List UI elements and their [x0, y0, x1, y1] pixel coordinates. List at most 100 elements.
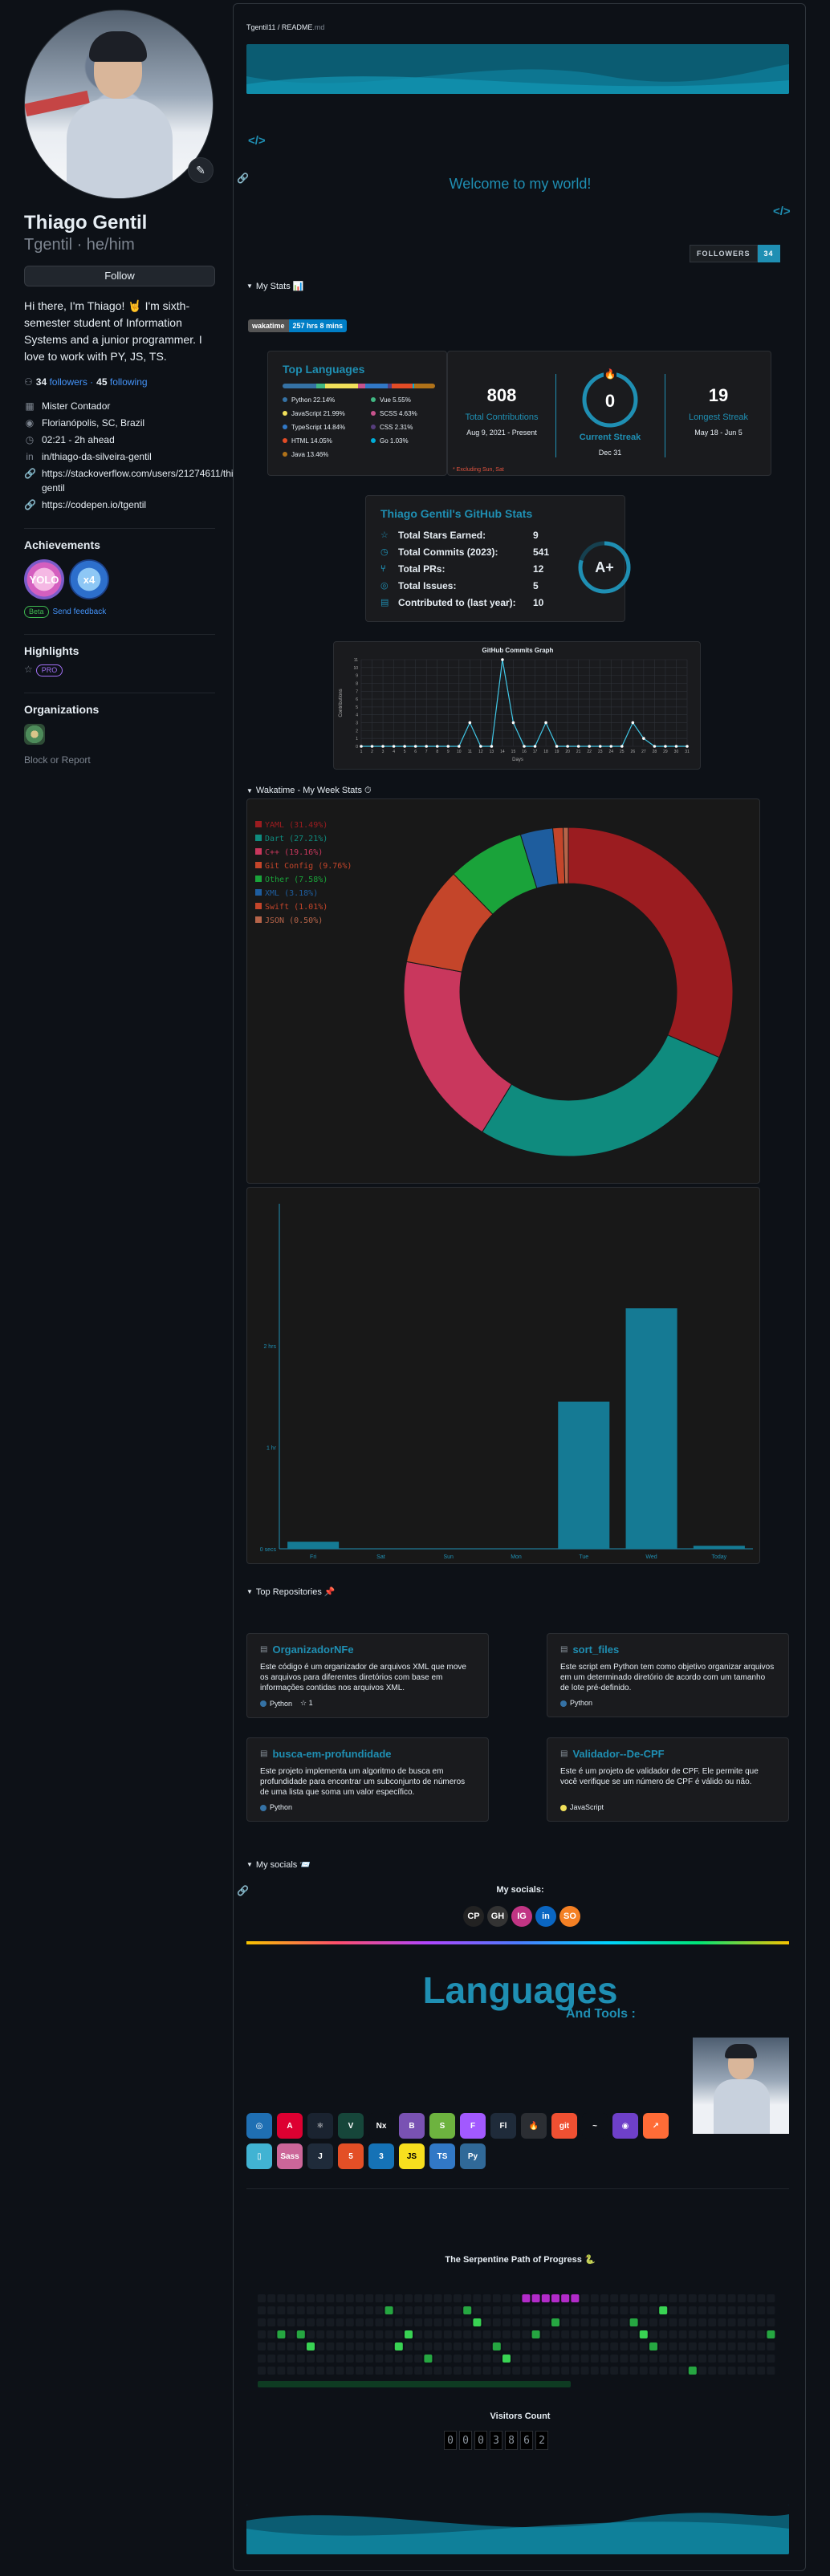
- donut-legend: YAML (31.49%) Dart (27.21%) C++ (19.16%) Gi…: [255, 819, 352, 928]
- contribution-cell: [669, 2294, 677, 2302]
- contribution-cell: [600, 2367, 608, 2375]
- achievement-yolo-badge[interactable]: YOLO: [24, 559, 64, 599]
- progress-track: [258, 2381, 571, 2387]
- set-status-icon[interactable]: ✎: [188, 157, 214, 183]
- y-tick-label: 11: [354, 658, 358, 663]
- social-link-icon[interactable]: SO: [559, 1906, 580, 1927]
- organization-avatar[interactable]: [24, 724, 45, 745]
- contribution-cell: [659, 2330, 668, 2338]
- block-report-link[interactable]: Block or Report: [24, 754, 91, 766]
- send-feedback-link[interactable]: Send feedback: [52, 607, 107, 616]
- contribution-cell: [620, 2367, 629, 2375]
- wakatime-badge-value: 257 hrs 8 mins: [288, 319, 348, 332]
- contribution-cell: [394, 2355, 403, 2363]
- tool-logo-icon: git: [551, 2113, 577, 2139]
- contribution-cell: [737, 2342, 746, 2350]
- contribution-cell: [384, 2367, 393, 2375]
- anchor-link-icon[interactable]: 🔗: [237, 1885, 249, 1896]
- repo-icon: ▤: [260, 1749, 268, 1758]
- contribution-cell: [757, 2294, 766, 2302]
- top-repositories-heading[interactable]: ▼ Top Repositories 📌: [246, 1587, 336, 1597]
- language-bar-segment: [316, 384, 325, 388]
- contribution-cell: [316, 2294, 325, 2302]
- contribution-cell: [463, 2306, 472, 2314]
- contribution-cell: [669, 2318, 677, 2326]
- y-tick-label: 6: [356, 697, 358, 702]
- pro-badge[interactable]: PRO: [35, 664, 63, 677]
- profile-detail[interactable]: in in/thiago-da-silveira-gentil: [24, 449, 215, 464]
- language-dot: [371, 425, 376, 429]
- counter-digit: 3: [490, 2431, 502, 2450]
- contribution-cell: [277, 2355, 286, 2363]
- x-tick-label: Today: [712, 1554, 727, 1560]
- contribution-cell: [610, 2342, 619, 2350]
- profile-detail-text: Mister Contador: [42, 400, 111, 412]
- repo-card[interactable]: ▤ busca-em-profundidade Este projeto imple…: [246, 1737, 489, 1822]
- contribution-cell: [649, 2342, 657, 2350]
- followers-badge[interactable]: FOLLOWERS 34: [690, 245, 780, 262]
- repo-language: Python: [260, 1700, 292, 1708]
- my-socials-heading[interactable]: ▼ My socials 📨: [246, 1860, 311, 1870]
- achievement-pull-shark-badge[interactable]: x4: [69, 559, 109, 599]
- avatar-body-shape: [67, 99, 173, 198]
- my-stats-heading[interactable]: ▼ My Stats 📊: [246, 282, 304, 291]
- languages-subtitle: And Tools :: [566, 2007, 636, 2021]
- contribution-cell: [639, 2342, 648, 2350]
- contribution-cell: [502, 2294, 511, 2302]
- x-tick-label: Tue: [579, 1554, 588, 1560]
- data-point: [544, 721, 547, 725]
- language-dot: [283, 397, 287, 402]
- social-link-icon[interactable]: GH: [487, 1906, 508, 1927]
- repo-name-text: OrganizadorNFe: [272, 1644, 354, 1656]
- contribution-cell: [531, 2367, 540, 2375]
- avatar[interactable]: [24, 10, 214, 199]
- follow-button[interactable]: Follow: [24, 266, 215, 286]
- repo-name[interactable]: ▤ Validador--De-CPF: [560, 1748, 775, 1760]
- contribution-cell: [639, 2355, 648, 2363]
- repo-stars: ☆ 1: [300, 1699, 313, 1708]
- social-link-icon[interactable]: in: [535, 1906, 556, 1927]
- counter-digit: 0: [444, 2431, 457, 2450]
- contribution-cell: [629, 2306, 638, 2314]
- repo-name[interactable]: ▤ OrganizadorNFe: [260, 1644, 475, 1656]
- data-point: [555, 745, 559, 748]
- x-tick-label: 11: [468, 750, 472, 754]
- contribution-cell: [502, 2330, 511, 2338]
- social-link-icon[interactable]: IG: [511, 1906, 532, 1927]
- legend-label: JSON (0.50%): [265, 916, 323, 925]
- repo-card[interactable]: ▤ sort_files Este script em Python tem com…: [547, 1633, 789, 1717]
- visitors-title: Visitors Count: [490, 2411, 551, 2421]
- profile-login: Tgentil · he/him: [24, 236, 135, 254]
- profile-detail-text: Florianópolis, SC, Brazil: [42, 417, 145, 429]
- wakatime-badge[interactable]: wakatime 257 hrs 8 mins: [248, 319, 348, 332]
- repo-name[interactable]: ▤ busca-em-profundidade: [260, 1748, 475, 1760]
- contribution-cell: [718, 2330, 726, 2338]
- achievements-heading[interactable]: Achievements: [24, 528, 215, 551]
- contribution-cell: [708, 2330, 717, 2338]
- x-tick-label: 9: [447, 750, 450, 754]
- link-icon: 🔗: [24, 499, 36, 510]
- following-link[interactable]: 45 following: [96, 376, 148, 388]
- stat-label: Total Stars Earned:: [398, 529, 486, 541]
- x-tick-label: 20: [565, 750, 570, 754]
- legend-item: Other (7.58%): [255, 873, 352, 887]
- language-bar-segment: [413, 384, 415, 388]
- x-tick-label: 25: [620, 750, 625, 754]
- followers-link[interactable]: 34 followers ·: [35, 376, 94, 388]
- contribution-cell: [678, 2367, 687, 2375]
- repo-card[interactable]: ▤ Validador--De-CPF Este é um projeto de v…: [547, 1737, 789, 1822]
- contribution-cell: [405, 2330, 413, 2338]
- profile-detail[interactable]: 🔗 https://codepen.io/tgentil: [24, 498, 215, 512]
- wakatime-heading[interactable]: ▼ Wakatime - My Week Stats ⏱: [246, 786, 372, 795]
- profile-detail[interactable]: 🔗 https://stackoverflow.com/users/2127461…: [24, 466, 253, 495]
- contribution-cell: [375, 2342, 384, 2350]
- anchor-link-icon[interactable]: 🔗: [237, 173, 249, 184]
- repo-card[interactable]: ▤ OrganizadorNFe Este código é um organiza…: [246, 1633, 489, 1718]
- legend-swatch: [255, 903, 262, 909]
- breadcrumb-repo-link[interactable]: Tgentil11: [246, 23, 276, 31]
- contribution-cell: [629, 2355, 638, 2363]
- contribution-cell: [502, 2342, 511, 2350]
- longest-streak-value: 19: [708, 385, 729, 405]
- social-link-icon[interactable]: CP: [463, 1906, 484, 1927]
- repo-name[interactable]: ▤ sort_files: [560, 1644, 775, 1656]
